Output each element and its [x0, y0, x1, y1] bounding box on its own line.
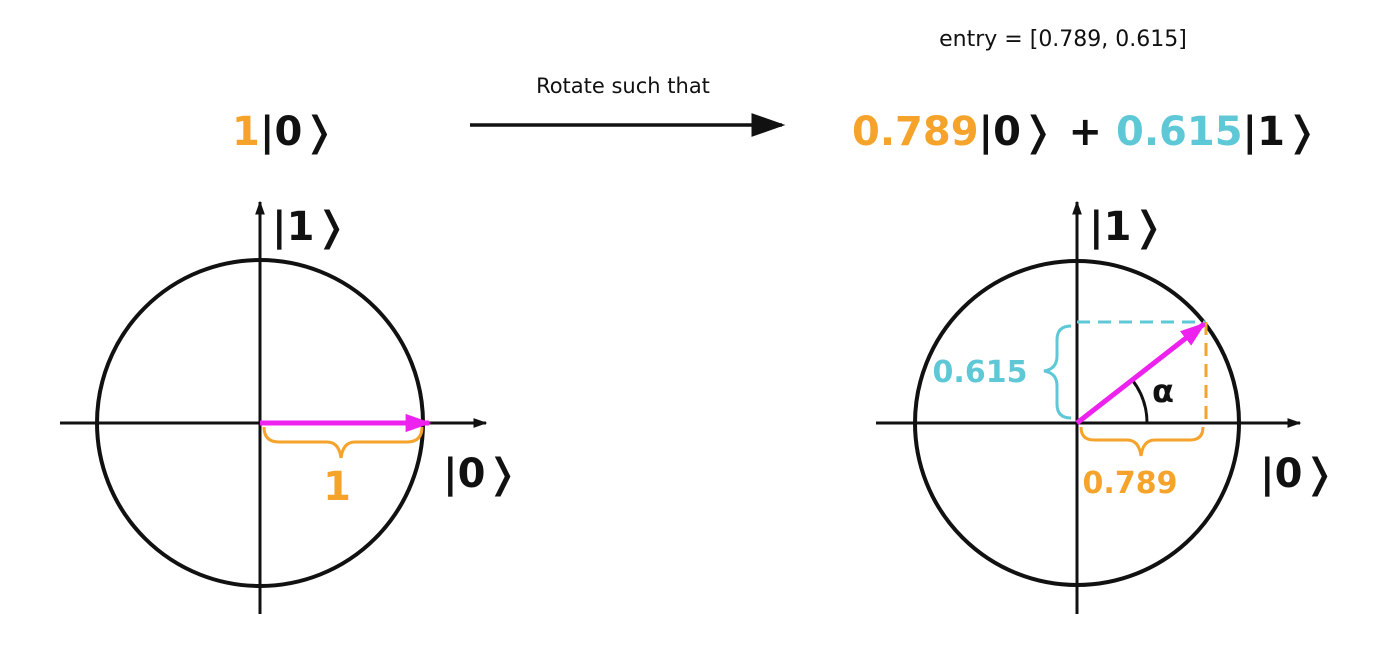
right-y-component-label: 0.615: [933, 355, 1028, 390]
right-angle-label: α: [1152, 372, 1174, 410]
right-state-ket1: |1❭: [1243, 109, 1319, 156]
right-y-axis-label: |1❭: [1089, 204, 1165, 251]
right-state-ket0: |0❭: [979, 109, 1055, 156]
left-state-ket: |0❭: [260, 109, 336, 156]
left-length-brace: [262, 426, 424, 459]
left-state-expression: 1|0❭: [232, 109, 336, 156]
right-x-component-label: 0.789: [1083, 466, 1178, 501]
right-state-plus: +: [1069, 109, 1103, 155]
right-y-component-brace: [1043, 324, 1072, 420]
right-state-vector: [1075, 322, 1207, 425]
right-state-coef0: 0.789: [852, 109, 979, 155]
right-unit-circle-group: α 0.615 0.789 |1❭ |0❭: [876, 200, 1336, 614]
right-state-coef1: 0.615: [1116, 109, 1243, 155]
left-unit-circle-group: 1 |1❭ |0❭: [60, 200, 519, 614]
right-x-component-brace: [1079, 426, 1205, 457]
right-angle-arc: [1131, 379, 1149, 424]
left-x-axis-label: |0❭: [443, 451, 519, 498]
left-length-label: 1: [323, 464, 351, 510]
right-state-expression: 0.789|0❭ +0.615|1❭: [852, 109, 1319, 156]
right-x-axis-label: |0❭: [1260, 451, 1336, 498]
rotate-label: Rotate such that: [536, 74, 710, 98]
left-y-axis-label: |1❭: [272, 204, 348, 251]
left-state-coef: 1: [232, 109, 260, 155]
entry-label: entry = [0.789, 0.615]: [939, 27, 1187, 52]
